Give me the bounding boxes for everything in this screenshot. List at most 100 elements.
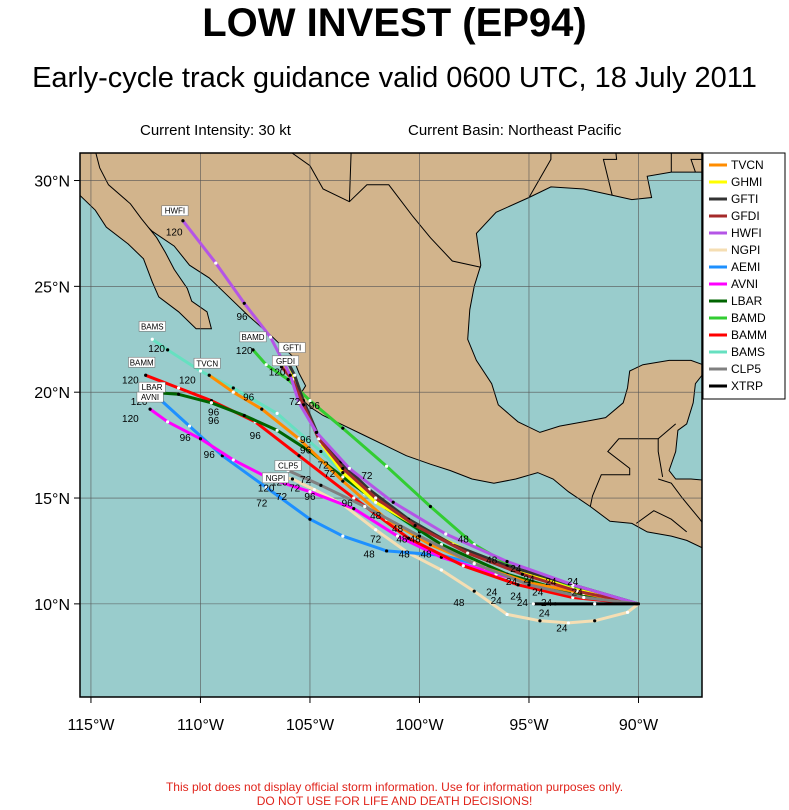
- forecast-hour-label: 96: [243, 393, 255, 404]
- legend-item-gfti: GFTI: [709, 192, 758, 206]
- track-point: [176, 386, 181, 390]
- track-point: [317, 437, 321, 441]
- legend-label: GHMI: [731, 175, 762, 189]
- track-line: [286, 469, 640, 606]
- model-tag: NGPI: [261, 472, 289, 484]
- forecast-hour-label: 24: [567, 577, 579, 588]
- track-point: [428, 542, 433, 547]
- forecast-hour-label: 48: [420, 549, 432, 560]
- track-hwfi: [181, 219, 640, 606]
- track-point: [593, 619, 597, 623]
- x-tick-label: 110°W: [177, 717, 225, 734]
- legend-label: CLP5: [731, 362, 761, 376]
- track-point: [308, 490, 312, 494]
- model-tag: BAMS: [138, 320, 166, 332]
- track-line: [280, 475, 640, 625]
- track-point: [288, 373, 292, 377]
- legend-item-avni: AVNI: [709, 277, 758, 291]
- track-point: [187, 424, 192, 428]
- track-point: [308, 399, 312, 403]
- y-axis: 30°N 25°N 20°N 15°N 10°N: [34, 174, 80, 614]
- disclaimer-line-1: This plot does not display official stor…: [165, 780, 624, 794]
- y-tick-label: 20°N: [34, 385, 70, 402]
- track-point: [374, 500, 378, 504]
- legend-label: HWFI: [731, 226, 762, 240]
- legend-item-aemi: AEMI: [709, 260, 760, 274]
- forecast-hour-label: 72: [361, 471, 373, 482]
- track-point: [308, 517, 312, 521]
- track-point: [231, 386, 235, 390]
- track-point: [198, 437, 203, 441]
- track-point: [444, 532, 448, 536]
- track-point: [472, 589, 476, 593]
- legend-label: BAMM: [731, 328, 767, 342]
- model-tag: GFDI: [271, 355, 299, 367]
- track-point: [214, 261, 218, 265]
- current-intensity: Current Intensity: 30 kt: [140, 122, 291, 139]
- legend-item-hwfi: HWFI: [709, 226, 762, 240]
- forecast-hour-label: 72: [276, 492, 288, 503]
- forecast-hour-label: 96: [204, 450, 216, 461]
- forecast-hour-label: 120: [166, 228, 183, 239]
- forecast-hour-label: 24: [532, 587, 544, 598]
- track-point: [527, 583, 531, 587]
- forecast-hour-label: 120: [179, 376, 196, 387]
- forecast-hour-label: 24: [556, 623, 568, 634]
- forecast-hour-label: 72: [256, 498, 268, 509]
- forecast-hour-label: 48: [458, 534, 470, 545]
- track-point: [461, 564, 465, 568]
- track-bamm: [144, 373, 640, 606]
- legend-label: TVCN: [731, 158, 764, 172]
- forecast-hour-label: 24: [572, 587, 584, 598]
- forecast-hour-label: 120: [258, 484, 275, 495]
- legend-label: LBAR: [731, 294, 763, 308]
- forecast-hour-label: 96: [300, 446, 312, 457]
- track-point: [352, 496, 356, 500]
- legend-label: AEMI: [731, 260, 760, 274]
- model-tag: BAMD: [239, 331, 267, 343]
- x-axis: 115°W 110°W 105°W 100°W 95°W 90°W: [67, 697, 659, 734]
- track-point: [341, 471, 345, 475]
- legend-item-xtrp: XTRP: [709, 379, 763, 393]
- track-point: [341, 479, 345, 483]
- track-point: [297, 437, 301, 441]
- track-clp5: [286, 468, 640, 606]
- track-point: [319, 483, 323, 487]
- model-tag: BAMM: [128, 356, 156, 368]
- forecast-hour-label: 48: [453, 598, 465, 609]
- track-point: [150, 337, 154, 341]
- forecast-hour-label: 24: [491, 596, 503, 607]
- forecast-hour-label: 48: [364, 549, 376, 560]
- track-point: [575, 589, 579, 593]
- track-point: [472, 562, 476, 566]
- track-point: [275, 428, 279, 432]
- forecast-hour-label: 48: [399, 549, 411, 560]
- track-point: [297, 401, 301, 405]
- legend: TVCN GHMI GFTI GFDI HWFI NGPI AEMI AVNI LBAR BAMD…: [702, 152, 786, 400]
- forecast-hour-label: 96: [237, 312, 249, 323]
- track-point: [231, 458, 235, 462]
- track-point: [290, 477, 295, 481]
- legend-label: AVNI: [731, 277, 758, 291]
- track-point: [505, 559, 509, 564]
- track-point: [593, 602, 597, 606]
- track-point: [385, 464, 389, 468]
- track-point: [520, 572, 525, 576]
- track-point: [417, 534, 422, 538]
- track-point: [347, 466, 351, 470]
- forecast-hour-label: 96: [180, 433, 192, 444]
- track-point: [286, 377, 290, 382]
- forecast-hour-label: 96: [304, 492, 316, 503]
- plot-frame: [79, 152, 703, 698]
- forecast-hour-label: 24: [523, 575, 535, 586]
- track-point: [251, 348, 255, 352]
- track-point: [374, 528, 378, 532]
- track-point: [466, 551, 470, 555]
- plot-subtitle: Early-cycle track guidance valid 0600 UT…: [32, 62, 757, 94]
- legend-item-lbar: LBAR: [709, 294, 763, 308]
- track-point: [293, 373, 297, 377]
- legend-item-ghmi: GHMI: [709, 175, 762, 189]
- forecast-hour-label: 72: [289, 484, 301, 495]
- forecast-hour-label: 96: [309, 401, 321, 412]
- forecast-hour-label: 48: [410, 534, 422, 545]
